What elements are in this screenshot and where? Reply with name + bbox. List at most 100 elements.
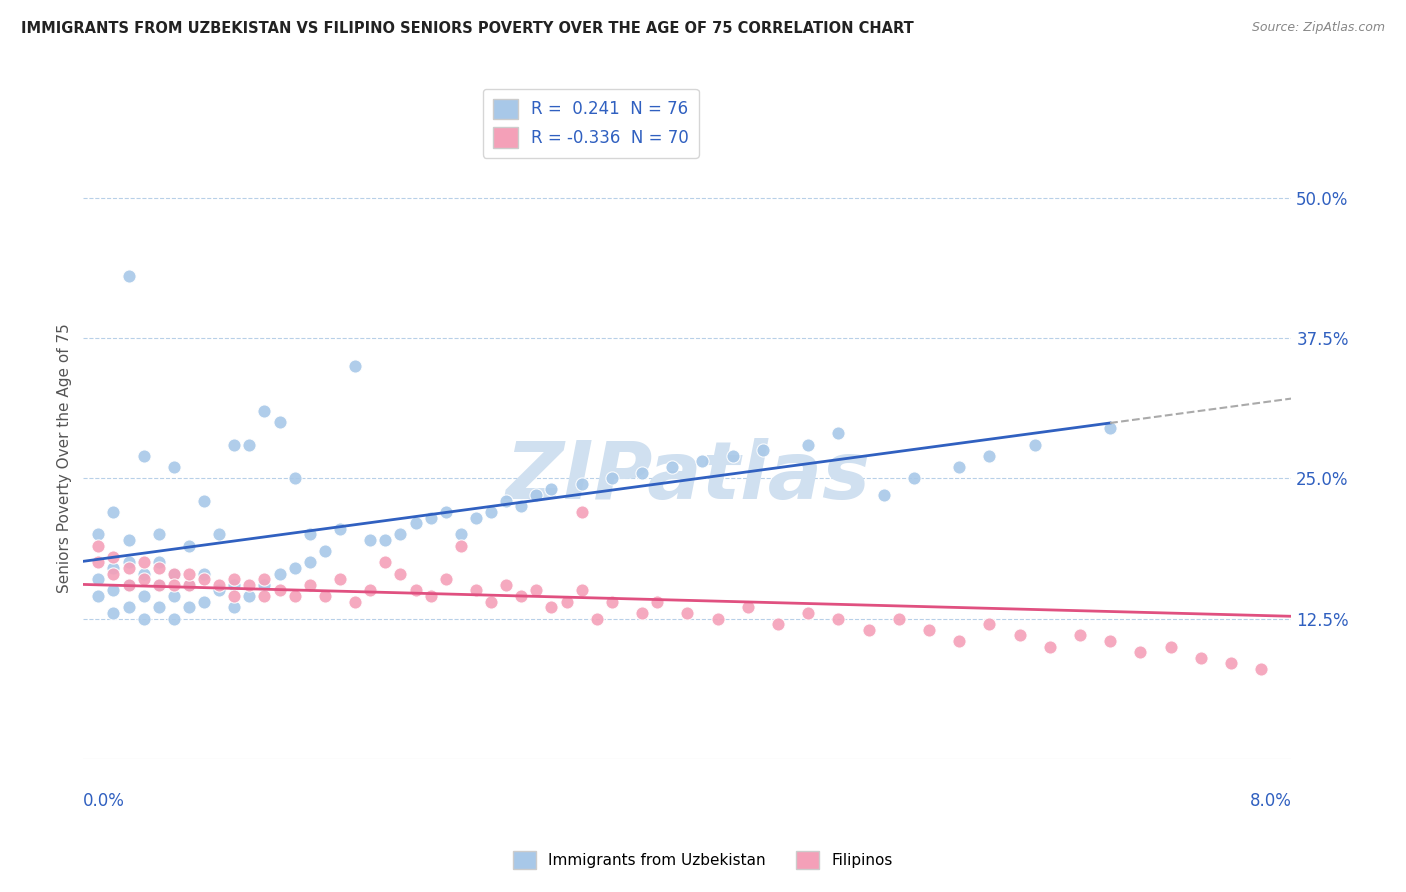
Point	[269, 583, 291, 598]
Point	[585, 611, 607, 625]
Point	[434, 505, 457, 519]
Point	[87, 555, 110, 569]
Point	[148, 578, 170, 592]
Point	[117, 533, 139, 547]
Point	[224, 437, 246, 451]
Point	[1024, 437, 1046, 451]
Point	[510, 589, 533, 603]
Point	[224, 589, 246, 603]
Point	[600, 471, 623, 485]
Point	[87, 572, 110, 586]
Point	[405, 583, 427, 598]
Point	[374, 555, 396, 569]
Point	[827, 426, 849, 441]
Point	[163, 589, 186, 603]
Point	[948, 634, 970, 648]
Point	[87, 589, 110, 603]
Point	[555, 595, 578, 609]
Point	[163, 578, 186, 592]
Point	[766, 617, 789, 632]
Point	[979, 617, 1001, 632]
Point	[132, 555, 155, 569]
Point	[238, 589, 260, 603]
Point	[103, 505, 125, 519]
Point	[163, 611, 186, 625]
Point	[540, 600, 562, 615]
Text: Source: ZipAtlas.com: Source: ZipAtlas.com	[1251, 21, 1385, 34]
Point	[434, 572, 457, 586]
Point	[706, 611, 728, 625]
Point	[103, 566, 125, 581]
Point	[1160, 640, 1182, 654]
Point	[117, 578, 139, 592]
Point	[117, 555, 139, 569]
Point	[645, 595, 668, 609]
Point	[314, 589, 336, 603]
Point	[298, 527, 321, 541]
Point	[132, 589, 155, 603]
Point	[948, 460, 970, 475]
Point	[797, 437, 820, 451]
Point	[193, 566, 215, 581]
Point	[103, 583, 125, 598]
Legend: R =  0.241  N = 76, R = -0.336  N = 70: R = 0.241 N = 76, R = -0.336 N = 70	[482, 88, 699, 158]
Point	[103, 561, 125, 575]
Text: 0.0%: 0.0%	[83, 792, 125, 810]
Point	[1008, 628, 1031, 642]
Point	[450, 527, 472, 541]
Point	[208, 578, 231, 592]
Point	[389, 566, 412, 581]
Point	[177, 600, 200, 615]
Point	[132, 611, 155, 625]
Point	[238, 437, 260, 451]
Point	[117, 600, 139, 615]
Point	[224, 572, 246, 586]
Point	[1250, 662, 1272, 676]
Point	[903, 471, 925, 485]
Point	[193, 493, 215, 508]
Point	[224, 578, 246, 592]
Point	[661, 460, 683, 475]
Point	[1099, 421, 1122, 435]
Point	[117, 269, 139, 284]
Point	[979, 449, 1001, 463]
Point	[329, 522, 352, 536]
Point	[887, 611, 910, 625]
Point	[148, 561, 170, 575]
Point	[721, 449, 744, 463]
Point	[238, 578, 260, 592]
Point	[163, 460, 186, 475]
Point	[148, 555, 170, 569]
Point	[284, 561, 307, 575]
Point	[1219, 657, 1241, 671]
Point	[132, 449, 155, 463]
Text: ZIPatlas: ZIPatlas	[505, 438, 870, 516]
Point	[692, 454, 714, 468]
Point	[524, 488, 547, 502]
Point	[374, 533, 396, 547]
Point	[571, 476, 593, 491]
Point	[571, 583, 593, 598]
Point	[177, 578, 200, 592]
Point	[495, 493, 517, 508]
Point	[419, 510, 441, 524]
Point	[177, 566, 200, 581]
Point	[389, 527, 412, 541]
Y-axis label: Seniors Poverty Over the Age of 75: Seniors Poverty Over the Age of 75	[58, 324, 72, 593]
Point	[148, 578, 170, 592]
Point	[253, 578, 276, 592]
Point	[464, 583, 486, 598]
Point	[676, 606, 699, 620]
Point	[359, 583, 381, 598]
Point	[600, 595, 623, 609]
Point	[1129, 645, 1152, 659]
Point	[450, 539, 472, 553]
Point	[405, 516, 427, 530]
Point	[132, 566, 155, 581]
Point	[269, 566, 291, 581]
Point	[419, 589, 441, 603]
Point	[298, 578, 321, 592]
Point	[224, 600, 246, 615]
Point	[329, 572, 352, 586]
Point	[87, 527, 110, 541]
